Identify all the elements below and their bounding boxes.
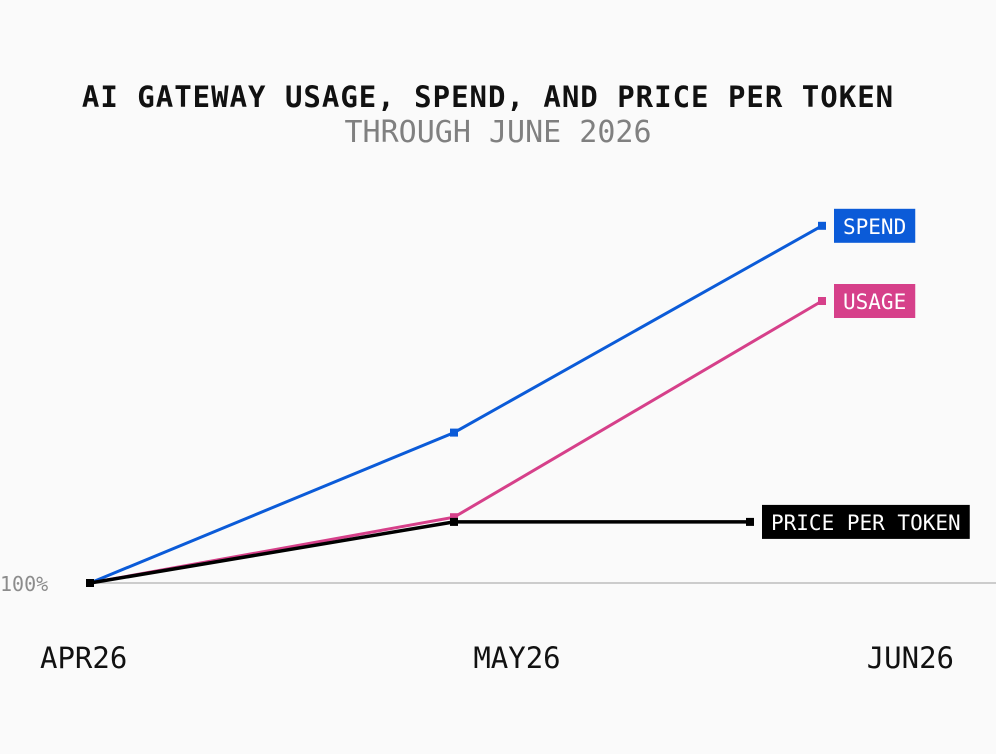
point-usage-may26 [450,513,458,522]
point-price-per-token-may26 [450,517,458,526]
series-tag-label-price-per-token: PRICE PER TOKEN [771,511,961,535]
point-price-per-token-apr26 [86,579,94,587]
chart-title: AI GATEWAY USAGE, SPEND, AND PRICE PER T… [81,80,895,114]
x-tick-label-apr26: APR26 [40,641,127,675]
chart-subtitle: THROUGH JUNE 2026 [344,115,652,150]
point-spend-jun26 [818,221,826,230]
point-usage-jun26 [818,297,826,305]
x-tick-label-may26: MAY26 [473,641,560,675]
series-tag-spend [834,208,916,243]
series-tag-label-spend: SPEND [843,215,906,239]
x-tick-label-jun26: JUN26 [867,641,954,675]
series-line-spend [89,224,823,585]
series-tag-price-per-token [762,504,970,539]
baseline-label: 100% [0,572,48,596]
point-price-per-token-jun26 [746,517,754,526]
point-spend-may26 [450,428,458,437]
series-line-usage [89,299,823,585]
series-tag-label-usage: USAGE [843,290,906,314]
series-line-price-per-token [89,520,750,585]
series-tag-usage [834,284,916,318]
